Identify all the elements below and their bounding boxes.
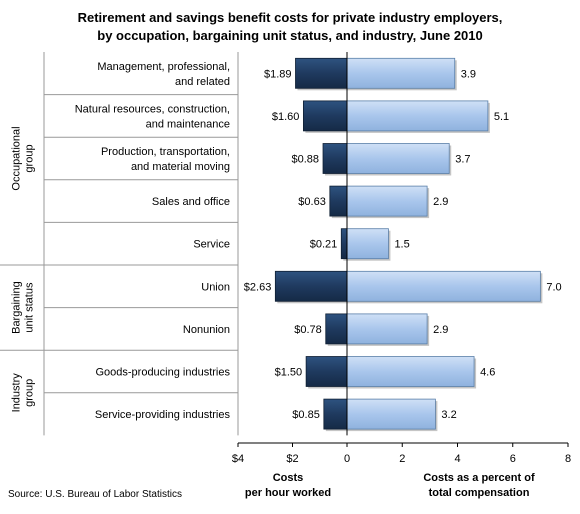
cost-value-label: $0.63: [298, 196, 326, 208]
category-label-line: Natural resources, construction,: [75, 103, 230, 115]
group-label-2: Industrygroup: [11, 373, 36, 413]
right-axis-tick-label: 8: [565, 453, 571, 465]
group-label-line: Industry: [11, 373, 23, 413]
percent-bar: [346, 313, 428, 345]
cost-value-label: $0.78: [294, 324, 322, 336]
percent-value-label: 5.1: [494, 111, 509, 123]
percent-bar: [346, 100, 489, 132]
category-label-line: Nonunion: [183, 324, 230, 336]
cost-value-label: $2.63: [244, 281, 272, 293]
category-label: Goods-producing industries: [95, 367, 230, 379]
cost-bar: [323, 398, 348, 430]
category-label-line: Production, transportation,: [101, 146, 230, 158]
percent-bar: [346, 398, 436, 430]
cost-bar: [302, 100, 348, 132]
category-label-line: Service: [193, 239, 230, 251]
chart-title-line-2: by occupation, bargaining unit status, a…: [97, 28, 483, 43]
right-axis-tick-label: 6: [510, 453, 516, 465]
category-label: Production, transportation, and material …: [101, 146, 230, 173]
category-label: Natural resources, construction, and main…: [75, 103, 230, 130]
group-label-line: unit status: [24, 282, 36, 333]
source-note: Source: U.S. Bureau of Labor Statistics: [8, 489, 182, 500]
percent-value-label: 3.7: [455, 154, 470, 166]
percent-bar: [346, 57, 456, 89]
category-label-line: Goods-producing industries: [95, 367, 230, 379]
percent-value-label: 4.6: [480, 367, 495, 379]
percent-value-label: 2.9: [433, 324, 448, 336]
cost-bar: [274, 270, 348, 302]
right-axis-tick-label: 2: [399, 453, 405, 465]
cost-bar: [305, 356, 348, 387]
percent-bar: [346, 270, 541, 302]
percent-value-label: 3.9: [461, 68, 476, 80]
right-axis-tick-label: 4: [454, 453, 460, 465]
percent-value-label: 2.9: [433, 196, 448, 208]
left-axis-tick-label: $4: [232, 453, 244, 465]
category-label-line: Union: [201, 281, 230, 293]
cost-value-label: $0.85: [292, 409, 320, 421]
group-label-0: Occupationalgroup: [11, 126, 36, 190]
cost-value-label: $0.21: [310, 239, 338, 251]
right-axis-title-line-1: Costs as a percent of: [423, 472, 535, 484]
group-label-line: Occupational: [11, 126, 23, 190]
cost-value-label: $0.88: [291, 154, 319, 166]
percent-bar: [346, 185, 428, 217]
percent-value-label: 1.5: [394, 239, 409, 251]
category-label: Service: [193, 239, 230, 251]
left-axis-title-line-2: per hour worked: [245, 487, 331, 499]
left-axis-tick-label: $2: [286, 453, 298, 465]
cost-bar: [322, 143, 348, 174]
category-label-line: and related: [175, 76, 230, 88]
chart-title-line-1: Retirement and savings benefit costs for…: [78, 10, 503, 25]
percent-bar: [346, 228, 389, 260]
category-label-line: Sales and office: [152, 196, 230, 208]
category-label-line: Management, professional,: [97, 61, 230, 73]
category-label-line: Service-providing industries: [95, 409, 231, 421]
category-label-line: and maintenance: [146, 118, 230, 130]
left-axis-title-line-1: Costs: [273, 472, 304, 484]
category-label: Sales and office: [152, 196, 230, 208]
cost-value-label: $1.50: [275, 367, 303, 379]
cost-value-label: $1.60: [272, 111, 300, 123]
percent-bar: [346, 356, 475, 387]
category-label: Service-providing industries: [95, 409, 231, 421]
cost-bar: [325, 313, 348, 345]
category-label: Management, professional, and related: [97, 61, 230, 88]
percent-bar: [346, 143, 450, 174]
cost-bar: [295, 57, 348, 89]
percent-value-label: 7.0: [546, 281, 561, 293]
cost-bar: [340, 228, 348, 260]
group-label-line: group: [24, 379, 36, 407]
cost-bar: [329, 185, 348, 217]
percent-value-label: 3.2: [441, 409, 456, 421]
left-axis-tick-label: 0: [344, 453, 350, 465]
group-label-line: Bargaining: [11, 281, 23, 334]
right-axis-title-line-2: total compensation: [429, 487, 530, 499]
cost-value-label: $1.89: [264, 68, 292, 80]
category-label: Union: [201, 281, 230, 293]
group-label-line: group: [24, 144, 36, 172]
category-label: Nonunion: [183, 324, 230, 336]
category-label-line: and material moving: [131, 161, 230, 173]
group-label-1: Bargainingunit status: [11, 281, 36, 334]
